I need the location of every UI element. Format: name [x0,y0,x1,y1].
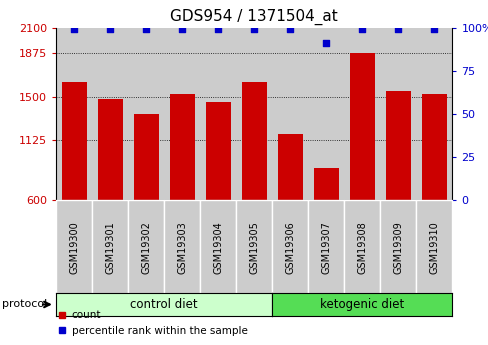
Bar [128,28,164,200]
Bar [385,91,410,200]
FancyBboxPatch shape [344,200,380,295]
Text: GSM19301: GSM19301 [105,221,115,274]
Text: ketogenic diet: ketogenic diet [320,298,404,311]
Bar [205,102,230,200]
Text: GSM19303: GSM19303 [177,221,187,274]
Point [394,27,402,32]
Bar [349,53,374,200]
Bar [415,28,451,200]
Text: protocol: protocol [2,299,48,309]
Text: control diet: control diet [130,298,198,311]
FancyBboxPatch shape [380,200,415,295]
Point [214,27,222,32]
Legend: count, percentile rank within the sample: count, percentile rank within the sample [54,306,251,340]
Bar [98,99,122,200]
Point [142,27,150,32]
Bar [56,28,92,200]
Point [106,27,114,32]
Bar [133,114,159,200]
Bar [200,28,236,200]
Point [178,27,186,32]
Bar [307,28,344,200]
Bar [272,28,307,200]
Text: GSM19310: GSM19310 [428,221,438,274]
Bar [61,82,87,200]
Text: GSM19305: GSM19305 [249,221,259,274]
FancyBboxPatch shape [92,200,128,295]
FancyBboxPatch shape [128,200,164,295]
Bar [241,82,266,200]
Text: GSM19309: GSM19309 [392,221,403,274]
Bar [277,134,302,200]
Text: GSM19308: GSM19308 [357,221,366,274]
Bar [344,28,380,200]
Text: GSM19307: GSM19307 [321,221,330,274]
Title: GDS954 / 1371504_at: GDS954 / 1371504_at [170,9,338,25]
Bar [236,28,272,200]
FancyBboxPatch shape [56,200,92,295]
FancyBboxPatch shape [236,200,272,295]
Text: GSM19302: GSM19302 [141,221,151,274]
Point [250,27,258,32]
FancyBboxPatch shape [164,200,200,295]
Bar [421,94,446,200]
FancyBboxPatch shape [307,200,344,295]
FancyBboxPatch shape [272,200,307,295]
Point [70,27,78,32]
FancyBboxPatch shape [200,200,236,295]
Bar [92,28,128,200]
Point [286,27,294,32]
Bar [164,28,200,200]
Point [322,40,329,46]
Point [358,27,366,32]
Bar [169,94,194,200]
FancyBboxPatch shape [415,200,451,295]
Text: GSM19304: GSM19304 [213,221,223,274]
Bar [313,168,338,200]
Point [429,27,437,32]
Text: GSM19300: GSM19300 [69,221,79,274]
Text: GSM19306: GSM19306 [285,221,295,274]
Bar [380,28,415,200]
